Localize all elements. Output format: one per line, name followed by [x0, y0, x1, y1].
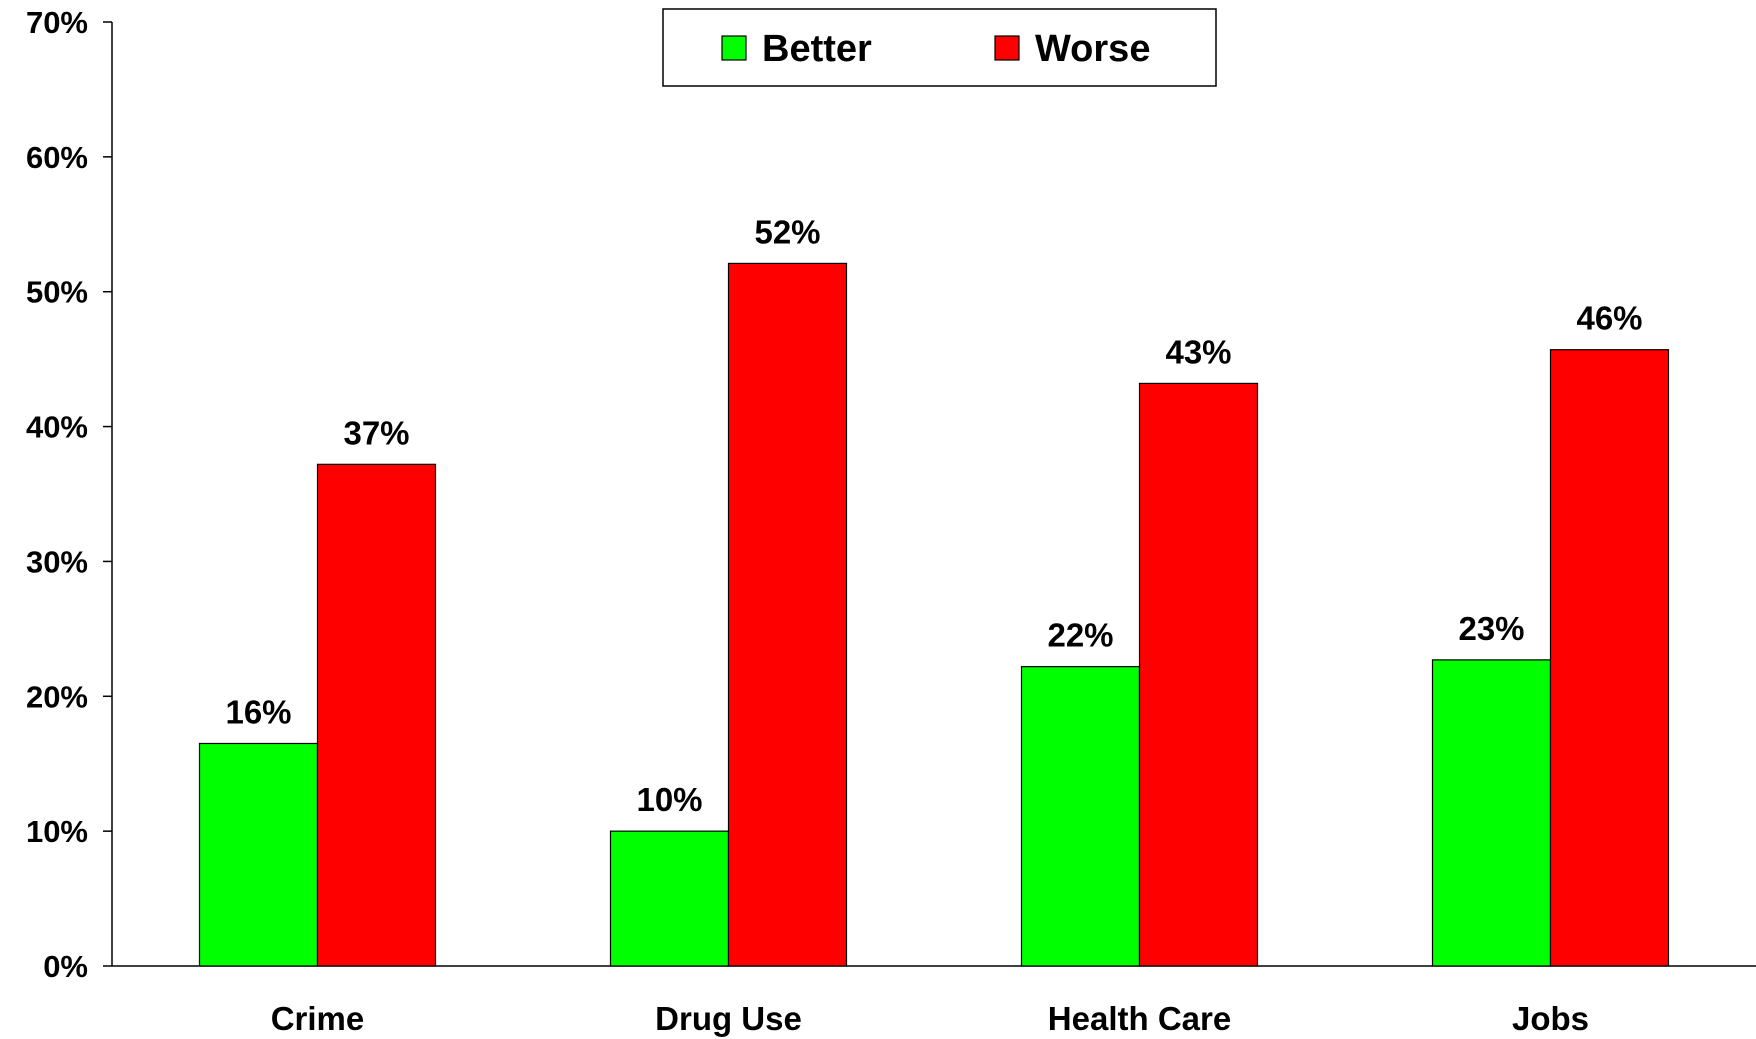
- legend-label-worse: Worse: [1035, 28, 1150, 70]
- data-label: 16%: [225, 693, 291, 730]
- y-tick-label: 0%: [43, 949, 88, 984]
- bar-worse-jobs: [1549, 349, 1670, 967]
- bar-better-health-care: [1020, 666, 1141, 967]
- bar-better-crime: [198, 742, 319, 967]
- x-tick-label: Crime: [271, 1000, 365, 1037]
- bar-worse-drug-use: [727, 262, 848, 967]
- bar-worse-crime: [316, 463, 437, 967]
- y-tick-label: 10%: [26, 814, 88, 849]
- x-tick-label: Health Care: [1048, 1000, 1231, 1037]
- data-label: 22%: [1047, 617, 1113, 654]
- y-tick-label: 50%: [26, 275, 88, 310]
- data-label: 23%: [1458, 610, 1524, 647]
- y-tick-label: 20%: [26, 679, 88, 714]
- bar-better-jobs: [1431, 659, 1552, 967]
- legend: Better Worse: [662, 8, 1217, 87]
- bar-better-drug-use: [609, 830, 730, 967]
- y-tick-label: 60%: [26, 140, 88, 175]
- x-tick-label: Drug Use: [655, 1000, 802, 1037]
- legend-swatch-better: [721, 35, 747, 61]
- legend-label-better: Better: [762, 28, 872, 70]
- x-tick-label: Jobs: [1512, 1000, 1589, 1037]
- data-label: 37%: [343, 414, 409, 451]
- data-label: 10%: [636, 781, 702, 818]
- bar-worse-health-care: [1138, 382, 1259, 967]
- data-label: 43%: [1165, 333, 1231, 370]
- axes: 0% 10% 20% 30% 40% 50% 60% 70% Crime Drug Use Heal…: [26, 5, 1756, 1037]
- y-tick-label: 70%: [26, 5, 88, 40]
- y-tick-label: 40%: [26, 410, 88, 445]
- data-label: 52%: [754, 213, 820, 250]
- legend-swatch-worse: [994, 35, 1020, 61]
- data-label: 46%: [1576, 300, 1642, 337]
- legend-box: [662, 8, 1217, 87]
- y-tick-label: 30%: [26, 544, 88, 579]
- bars: 16% 37% 10% 52% 22% 43% 23% 46%: [198, 213, 1670, 967]
